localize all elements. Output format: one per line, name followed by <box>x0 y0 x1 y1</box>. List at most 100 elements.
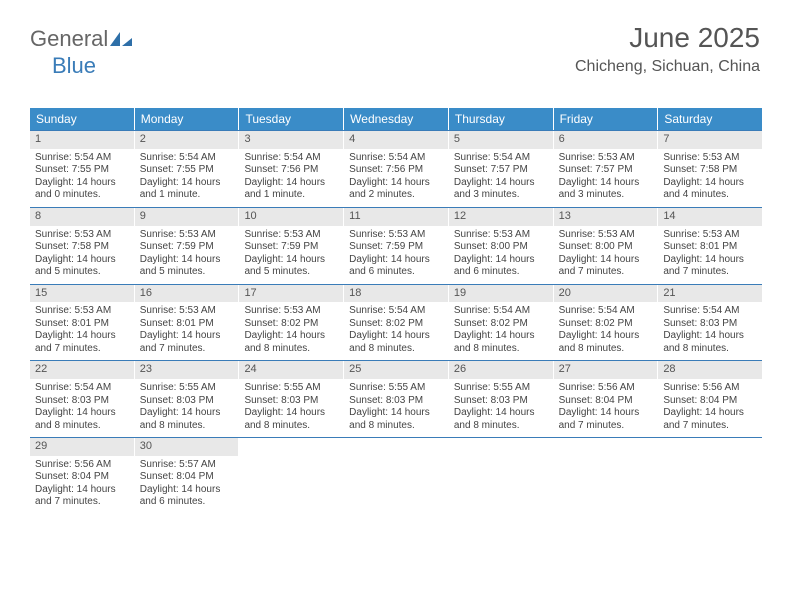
day-line: Daylight: 14 hours <box>349 407 443 420</box>
day-line: and 7 minutes. <box>140 343 234 356</box>
day-number: 27 <box>554 361 658 379</box>
day-line: Sunset: 8:01 PM <box>663 241 757 254</box>
day-line: Sunset: 8:03 PM <box>35 395 129 408</box>
day-line: Sunrise: 5:55 AM <box>454 382 548 395</box>
day-number: 3 <box>239 131 343 149</box>
day-line: Sunrise: 5:53 AM <box>140 229 234 242</box>
day-line: and 6 minutes. <box>140 496 234 509</box>
day-line: Daylight: 14 hours <box>559 254 653 267</box>
day-line: Daylight: 14 hours <box>35 330 129 343</box>
week-row: 1Sunrise: 5:54 AMSunset: 7:55 PMDaylight… <box>30 130 762 207</box>
location: Chicheng, Sichuan, China <box>575 58 760 76</box>
day-cell: 4Sunrise: 5:54 AMSunset: 7:56 PMDaylight… <box>344 131 449 207</box>
day-cell: 18Sunrise: 5:54 AMSunset: 8:02 PMDayligh… <box>344 285 449 361</box>
day-line: Daylight: 14 hours <box>244 177 338 190</box>
day-line: Daylight: 14 hours <box>140 407 234 420</box>
day-number: 11 <box>344 208 448 226</box>
day-body: Sunrise: 5:54 AMSunset: 8:02 PMDaylight:… <box>554 302 658 360</box>
day-line: Daylight: 14 hours <box>349 177 443 190</box>
day-line: Daylight: 14 hours <box>663 407 757 420</box>
day-line: Sunset: 7:59 PM <box>349 241 443 254</box>
day-line: Daylight: 14 hours <box>35 177 129 190</box>
day-line: Sunrise: 5:53 AM <box>35 229 129 242</box>
day-body: Sunrise: 5:54 AMSunset: 8:02 PMDaylight:… <box>344 302 448 360</box>
day-body: Sunrise: 5:56 AMSunset: 8:04 PMDaylight:… <box>30 456 134 514</box>
day-body: Sunrise: 5:54 AMSunset: 8:03 PMDaylight:… <box>30 379 134 437</box>
day-cell: 23Sunrise: 5:55 AMSunset: 8:03 PMDayligh… <box>135 361 240 437</box>
day-number: 25 <box>344 361 448 379</box>
day-body: Sunrise: 5:54 AMSunset: 7:55 PMDaylight:… <box>135 149 239 207</box>
day-body: Sunrise: 5:54 AMSunset: 7:56 PMDaylight:… <box>344 149 448 207</box>
day-body: Sunrise: 5:53 AMSunset: 7:59 PMDaylight:… <box>239 226 343 284</box>
day-line: and 8 minutes. <box>349 343 443 356</box>
day-line: Sunrise: 5:53 AM <box>559 229 653 242</box>
day-line: Daylight: 14 hours <box>35 484 129 497</box>
day-line: Sunset: 7:55 PM <box>140 164 234 177</box>
day-cell: 7Sunrise: 5:53 AMSunset: 7:58 PMDaylight… <box>658 131 762 207</box>
day-line: Sunset: 7:55 PM <box>35 164 129 177</box>
day-line: and 7 minutes. <box>35 496 129 509</box>
day-body: Sunrise: 5:57 AMSunset: 8:04 PMDaylight:… <box>135 456 239 514</box>
day-line: Daylight: 14 hours <box>454 177 548 190</box>
week-row: 15Sunrise: 5:53 AMSunset: 8:01 PMDayligh… <box>30 284 762 361</box>
day-number: 1 <box>30 131 134 149</box>
day-line: Sunrise: 5:53 AM <box>244 229 338 242</box>
logo-text-general: General <box>30 26 108 51</box>
day-body: Sunrise: 5:53 AMSunset: 8:00 PMDaylight:… <box>554 226 658 284</box>
day-line: Sunrise: 5:54 AM <box>559 305 653 318</box>
dow-mon: Monday <box>135 108 240 130</box>
day-line: Daylight: 14 hours <box>35 407 129 420</box>
day-body: Sunrise: 5:53 AMSunset: 7:58 PMDaylight:… <box>658 149 762 207</box>
day-number: 23 <box>135 361 239 379</box>
day-body: Sunrise: 5:53 AMSunset: 7:59 PMDaylight:… <box>344 226 448 284</box>
day-body: Sunrise: 5:53 AMSunset: 7:58 PMDaylight:… <box>30 226 134 284</box>
day-line: Daylight: 14 hours <box>663 254 757 267</box>
day-body: Sunrise: 5:55 AMSunset: 8:03 PMDaylight:… <box>239 379 343 437</box>
day-line: Sunrise: 5:53 AM <box>349 229 443 242</box>
day-line: Sunrise: 5:54 AM <box>35 152 129 165</box>
day-number: 18 <box>344 285 448 303</box>
day-body: Sunrise: 5:53 AMSunset: 8:01 PMDaylight:… <box>135 302 239 360</box>
day-number: 9 <box>135 208 239 226</box>
day-cell: 29Sunrise: 5:56 AMSunset: 8:04 PMDayligh… <box>30 438 135 514</box>
day-line: Sunset: 8:02 PM <box>454 318 548 331</box>
day-line: Sunrise: 5:54 AM <box>35 382 129 395</box>
day-line: Daylight: 14 hours <box>140 330 234 343</box>
day-line: Daylight: 14 hours <box>35 254 129 267</box>
day-line: and 5 minutes. <box>35 266 129 279</box>
day-line: Sunset: 8:02 PM <box>244 318 338 331</box>
day-line: and 8 minutes. <box>244 343 338 356</box>
day-number: 24 <box>239 361 343 379</box>
day-body: Sunrise: 5:54 AMSunset: 7:56 PMDaylight:… <box>239 149 343 207</box>
dow-row: Sunday Monday Tuesday Wednesday Thursday… <box>30 108 762 130</box>
day-line: Daylight: 14 hours <box>454 254 548 267</box>
weeks-container: 1Sunrise: 5:54 AMSunset: 7:55 PMDaylight… <box>30 130 762 514</box>
day-body: Sunrise: 5:55 AMSunset: 8:03 PMDaylight:… <box>344 379 448 437</box>
day-line: Daylight: 14 hours <box>454 407 548 420</box>
day-line: Sunset: 8:04 PM <box>559 395 653 408</box>
day-line: Sunset: 8:04 PM <box>35 471 129 484</box>
day-line: Sunrise: 5:53 AM <box>663 152 757 165</box>
week-row: 8Sunrise: 5:53 AMSunset: 7:58 PMDaylight… <box>30 207 762 284</box>
day-number: 19 <box>449 285 553 303</box>
day-number: 30 <box>135 438 239 456</box>
day-line: Daylight: 14 hours <box>559 330 653 343</box>
day-number: 10 <box>239 208 343 226</box>
day-line: and 8 minutes. <box>663 343 757 356</box>
day-cell: 3Sunrise: 5:54 AMSunset: 7:56 PMDaylight… <box>239 131 344 207</box>
day-number: 17 <box>239 285 343 303</box>
day-cell: 15Sunrise: 5:53 AMSunset: 8:01 PMDayligh… <box>30 285 135 361</box>
day-line: and 5 minutes. <box>140 266 234 279</box>
day-number: 22 <box>30 361 134 379</box>
day-line: Sunset: 7:56 PM <box>244 164 338 177</box>
day-line: and 3 minutes. <box>559 189 653 202</box>
header-right: June 2025 Chicheng, Sichuan, China <box>575 22 760 76</box>
day-line: Sunrise: 5:53 AM <box>454 229 548 242</box>
day-cell <box>239 438 344 514</box>
day-line: and 2 minutes. <box>349 189 443 202</box>
day-line: and 8 minutes. <box>349 420 443 433</box>
day-cell <box>554 438 659 514</box>
day-line: Sunset: 8:01 PM <box>140 318 234 331</box>
day-line: and 8 minutes. <box>454 343 548 356</box>
day-line: Daylight: 14 hours <box>663 330 757 343</box>
